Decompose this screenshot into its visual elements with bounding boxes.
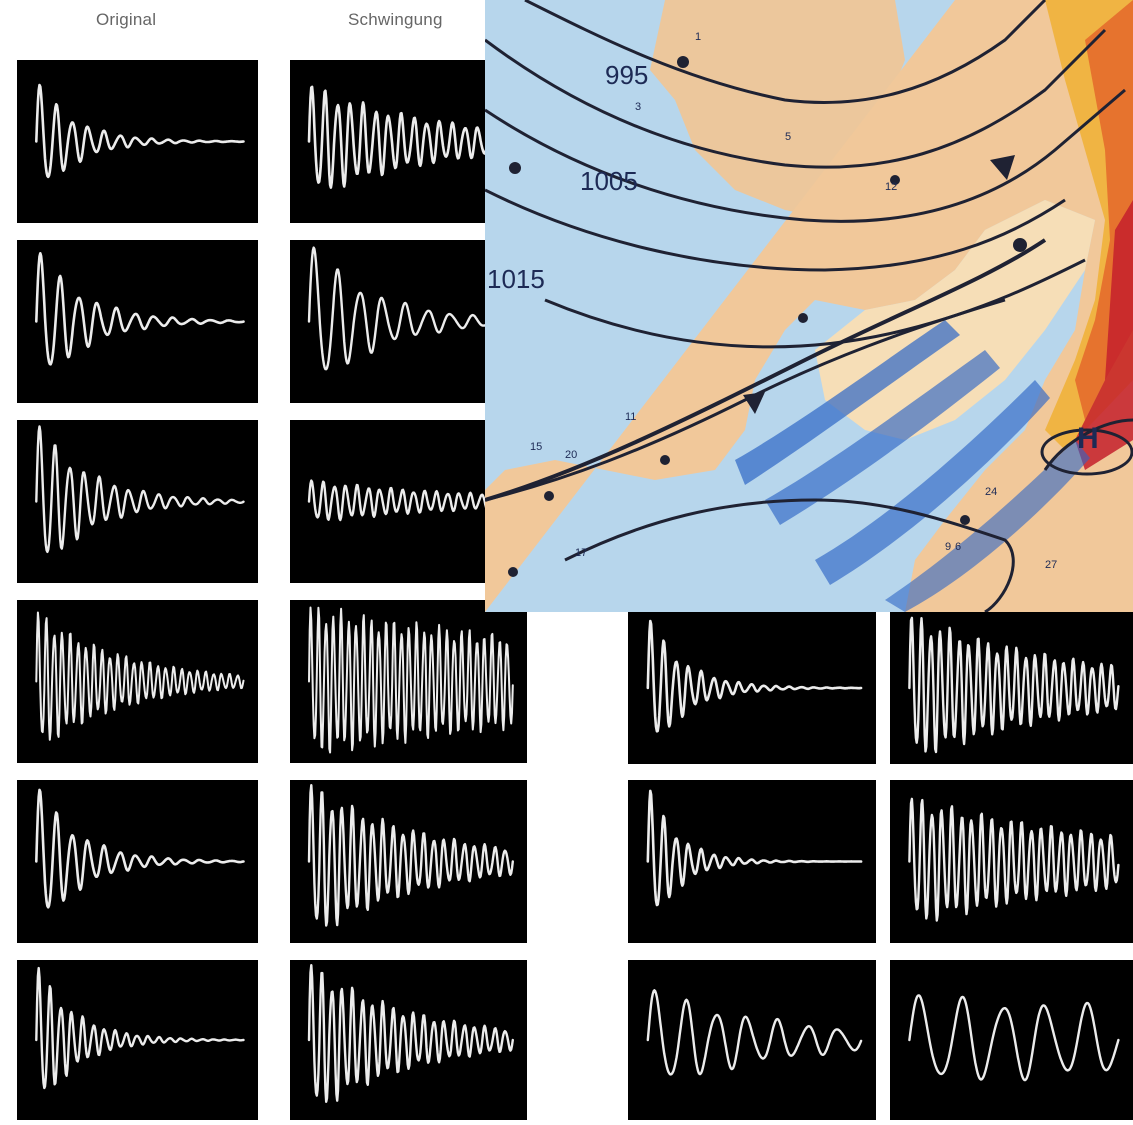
- waveform-plot: [908, 994, 1120, 1082]
- station-label: 15: [530, 441, 542, 453]
- station-labels: 1 3 5 6 9 11 12 15 17 20 24 27: [530, 31, 1057, 571]
- waveform-trace: [307, 479, 515, 522]
- waveform-plot: [34, 788, 245, 909]
- station-label: 27: [1045, 559, 1057, 571]
- waveform-trace: [908, 797, 1120, 922]
- precip-band-2: [765, 350, 1000, 525]
- waveform-trace: [34, 83, 245, 179]
- waveform-trace: [908, 994, 1120, 1082]
- waveform-panel-right-schwingung-3: [890, 960, 1133, 1120]
- waveform-plot: [908, 797, 1120, 922]
- waveform-plot: [646, 789, 863, 907]
- station-label: 24: [985, 486, 997, 498]
- waveform-trace: [646, 619, 863, 733]
- waveform-plot: [307, 963, 515, 1104]
- station-dots: [508, 56, 1027, 577]
- waveform-panel-schwingung-6: [290, 960, 527, 1120]
- precip-band-4: [885, 440, 1090, 612]
- waveform-panel-right-schwingung-1: [890, 612, 1133, 764]
- waveform-panel-schwingung-5: [290, 780, 527, 943]
- station-label: 1: [695, 31, 701, 43]
- precip-band-1: [735, 320, 960, 485]
- waveform-plot: [646, 989, 863, 1076]
- header-schwingung: Schwingung: [348, 10, 443, 29]
- station-label: 11: [625, 411, 636, 423]
- waveform-panel-original-6: [17, 960, 258, 1120]
- waveform-trace: [34, 788, 245, 909]
- waveform-panel-right-original-2: [628, 780, 876, 943]
- waveform-plot: [35, 611, 245, 741]
- waveform-trace: [34, 252, 245, 366]
- warm-sector-red: [1075, 200, 1133, 470]
- waveform-panel-original-4: [17, 600, 258, 763]
- station-label: 3: [635, 101, 641, 113]
- waveform-panel-original-3: [17, 420, 258, 583]
- isobar-label-1005: 1005: [580, 166, 638, 196]
- weather-map: 995 1005 1015 H 1 3 5 6 9 11 12 15 17 20…: [485, 0, 1133, 612]
- waveform-trace: [308, 606, 514, 754]
- waveform-plot: [307, 783, 515, 927]
- waveform-panel-right-original-3: [628, 960, 876, 1120]
- waveform-panel-right-schwingung-2: [890, 780, 1133, 943]
- high-pressure-label: H: [1077, 422, 1099, 455]
- cold-front-triangle-2: [990, 155, 1015, 180]
- waveform-trace: [35, 966, 245, 1090]
- waveform-trace: [646, 989, 863, 1076]
- waveform-plot: [307, 479, 515, 522]
- waveform-trace: [35, 425, 245, 554]
- waveform-plot: [34, 83, 245, 179]
- waveform-panel-schwingung-4: [290, 600, 527, 763]
- waveform-panel-original-1: [17, 60, 258, 223]
- precip-band-3: [815, 380, 1050, 585]
- waveform-trace: [307, 246, 515, 371]
- waveform-panel-right-original-1: [628, 612, 876, 764]
- waveform-trace: [908, 616, 1120, 754]
- waveform-plot: [307, 246, 515, 371]
- waveform-trace: [35, 611, 245, 741]
- waveform-trace: [307, 963, 515, 1104]
- header-original: Original: [96, 10, 157, 29]
- waveform-trace: [646, 789, 863, 907]
- waveform-plot: [34, 252, 245, 366]
- isobar-label-995: 995: [605, 60, 648, 90]
- station-label: 5: [785, 131, 791, 143]
- isobars: [485, 0, 1133, 612]
- station-label: 20: [565, 449, 577, 461]
- high-pressure-ring: [1040, 428, 1133, 476]
- waveform-trace: [307, 85, 515, 189]
- waveform-plot: [307, 85, 515, 189]
- waveform-plot: [35, 966, 245, 1090]
- waveform-plot: [35, 425, 245, 554]
- landmass-continent: [485, 0, 1133, 612]
- waveform-plot: [908, 616, 1120, 754]
- station-label: 6: [955, 541, 961, 553]
- isobar-label-1015: 1015: [487, 264, 545, 294]
- waveform-plot: [646, 619, 863, 733]
- front-line: [485, 238, 1047, 502]
- waveform-plot: [308, 606, 514, 754]
- waveform-panel-original-2: [17, 240, 258, 403]
- station-label: 12: [885, 181, 897, 193]
- waveform-trace: [307, 783, 515, 927]
- weather-map-graphic: 995 1005 1015 H 1 3 5 6 9 11 12 15 17 20…: [485, 0, 1133, 612]
- station-label: 9: [945, 541, 951, 553]
- cold-front-triangle-1: [743, 392, 765, 414]
- station-label: 17: [575, 547, 587, 559]
- waveform-panel-original-5: [17, 780, 258, 943]
